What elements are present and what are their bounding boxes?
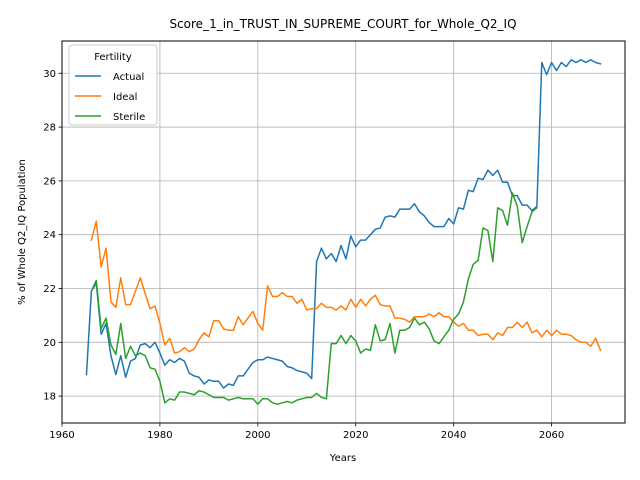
legend-label-ideal: Ideal	[113, 92, 137, 103]
legend: Fertility Actual Ideal Sterile	[68, 44, 158, 126]
y-tick-label: 20	[43, 338, 56, 349]
y-tick-label: 26	[43, 176, 56, 187]
x-tick-label: 1960	[49, 430, 74, 441]
chart-title: Score_1_in_TRUST_IN_SUPREME_COURT_for_Wh…	[169, 17, 516, 31]
legend-frame	[68, 44, 158, 126]
y-axis-ticks: 18 20 22 24 26 28 30	[43, 69, 62, 403]
x-tick-label: 2000	[245, 430, 270, 441]
series-layer	[85, 59, 602, 405]
y-tick-label: 30	[43, 69, 56, 80]
x-axis-label: Years	[329, 453, 356, 464]
y-tick-label: 28	[43, 123, 56, 134]
legend-label-sterile: Sterile	[113, 112, 145, 123]
series-line-ideal	[90, 220, 602, 354]
legend-label-actual: Actual	[113, 72, 144, 83]
y-tick-label: 22	[43, 284, 56, 295]
series-line-actual	[85, 59, 602, 389]
x-tick-label: 2040	[441, 430, 466, 441]
y-tick-label: 18	[43, 392, 56, 403]
x-axis-ticks: 1960 1980 2000 2020 2040 2060	[49, 423, 564, 441]
x-tick-label: 2060	[539, 430, 564, 441]
y-tick-label: 24	[43, 230, 56, 241]
x-tick-label: 2020	[343, 430, 368, 441]
legend-title: Fertility	[94, 52, 132, 63]
series-line-sterile	[90, 192, 538, 405]
x-tick-label: 1980	[147, 430, 172, 441]
y-axis-label: % of Whole Q2_IQ Population	[17, 159, 28, 305]
plot-frame	[61, 40, 626, 424]
